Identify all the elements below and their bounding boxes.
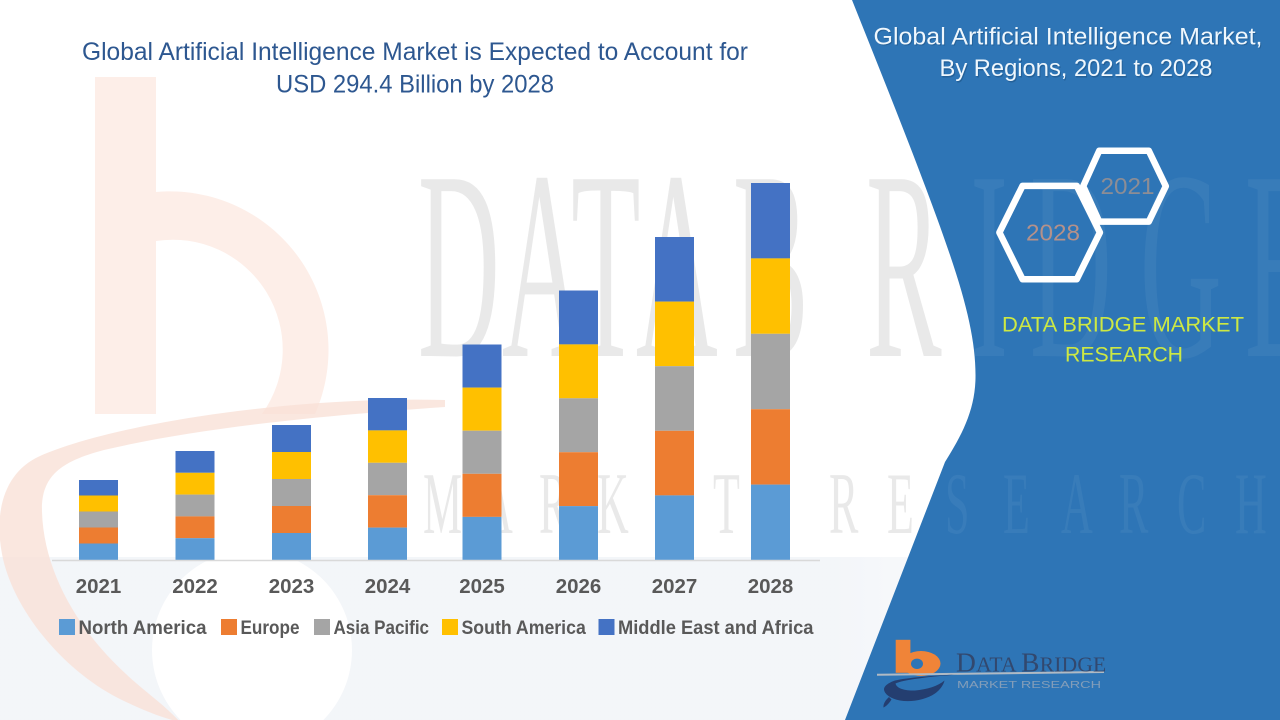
svg-text:By Regions, 2021 to 2028: By Regions, 2021 to 2028 [940,55,1213,82]
svg-text:Global Artificial Intelligence: Global Artificial Intelligence Market, [874,23,1263,50]
svg-text:South America: South America [462,618,587,639]
svg-text:Asia Pacific: Asia Pacific [334,618,430,639]
svg-text:North America: North America [79,618,207,639]
svg-text:DATA BRIDGE: DATA BRIDGE [956,647,1106,678]
svg-text:2024: 2024 [365,575,411,598]
svg-text:2023: 2023 [269,575,315,598]
svg-text:USD 294.4 Billion by 2028: USD 294.4 Billion by 2028 [276,71,554,99]
svg-text:RESEARCH: RESEARCH [1065,343,1183,367]
svg-text:2025: 2025 [459,575,505,598]
svg-text:Middle East and Africa: Middle East and Africa [618,618,814,639]
svg-text:By Regions, 2021 to 2028: By Regions, 2021 to 2028 [941,56,1214,83]
svg-text:2022: 2022 [172,575,218,598]
svg-text:Global Artificial Intelligence: Global Artificial Intelligence Market is… [82,38,748,66]
svg-text:2028: 2028 [748,575,794,598]
svg-text:DATA BRIDGE MARKET: DATA BRIDGE MARKET [1002,313,1244,337]
svg-text:2027: 2027 [652,575,698,598]
svg-text:Europe: Europe [241,618,300,639]
svg-text:2026: 2026 [556,575,602,598]
svg-text:MARKET RESEARCH: MARKET RESEARCH [957,680,1101,691]
svg-text:2021: 2021 [1101,173,1155,199]
svg-text:Global Artificial Intelligence: Global Artificial Intelligence Market, [875,25,1264,52]
svg-text:2021: 2021 [76,575,122,598]
svg-text:2028: 2028 [1026,220,1080,246]
